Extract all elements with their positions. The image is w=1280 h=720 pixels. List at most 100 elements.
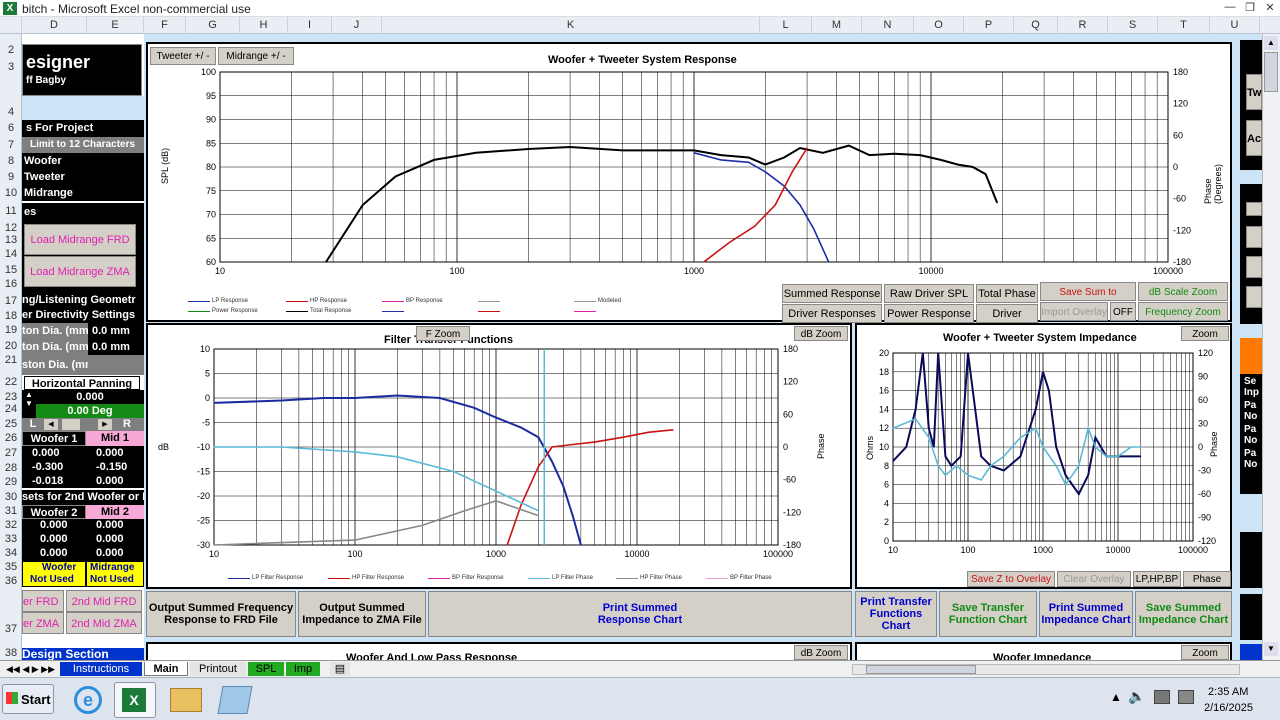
output-zma-button[interactable]: Output Summed Impedance to ZMA File <box>298 591 426 637</box>
mid1-offset-z[interactable]: 0.000 <box>96 475 124 487</box>
right-small-button-1[interactable] <box>1246 202 1262 216</box>
woofer2-offset-x[interactable]: 0.000 <box>40 519 68 531</box>
row-header[interactable]: 21 <box>4 354 18 366</box>
pan-scrollbar-thumb[interactable] <box>62 419 80 430</box>
row-header[interactable]: 24 <box>4 403 18 415</box>
right-small-button-4[interactable] <box>1246 286 1262 308</box>
column-header[interactable]: T <box>1158 17 1210 34</box>
mid1-offset-x[interactable]: 0.000 <box>96 447 124 459</box>
save-z-overlay-button[interactable]: Save Z to Overlay <box>967 571 1055 587</box>
row-header[interactable]: 30 <box>4 491 18 503</box>
db-scale-zoom-button[interactable]: dB Scale Zoom <box>1138 282 1228 301</box>
load-midrange-frd-button[interactable]: Load Midrange FRD <box>24 224 136 255</box>
clear-overlay-button[interactable]: Clear Overlay <box>1057 571 1131 587</box>
row-header[interactable]: 18 <box>4 310 18 322</box>
load-midrange-zma-button[interactable]: Load Midrange ZMA <box>24 256 136 287</box>
row-header[interactable]: 7 <box>7 139 15 151</box>
tab-first-icon[interactable]: ◀◀ ◀ ▶ ▶▶ <box>6 664 56 674</box>
driver-responses-button[interactable]: Driver Responses <box>782 304 882 323</box>
lp-hp-bp-button[interactable]: LP,HP,BP <box>1133 571 1181 587</box>
column-header[interactable]: I <box>288 17 332 34</box>
right-tw-button[interactable]: Tw <box>1246 74 1262 110</box>
save-transfer-button[interactable]: Save Transfer Function Chart <box>939 591 1037 637</box>
tab-main[interactable]: Main <box>144 662 188 676</box>
print-response-button[interactable]: Print Summed Response Chart <box>428 591 852 637</box>
tab-instructions[interactable]: Instructions <box>60 662 142 676</box>
row-header[interactable]: 16 <box>4 278 18 290</box>
row-header[interactable]: 33 <box>4 533 18 545</box>
second-mid-zma-button[interactable]: 2nd Mid ZMA <box>66 612 142 634</box>
overlay-off-button[interactable]: OFF <box>1110 302 1136 321</box>
column-header[interactable]: P <box>964 17 1014 34</box>
print-transfer-button[interactable]: Print Transfer Functions Chart <box>855 591 937 637</box>
pan-spinner[interactable]: ▲ ▼ <box>22 390 36 418</box>
column-header[interactable]: J <box>332 17 382 34</box>
volume-icon[interactable]: 🔈 <box>1128 688 1146 704</box>
raw-driver-spl-button[interactable]: Raw Driver SPL <box>884 284 974 303</box>
row-header[interactable]: 8 <box>7 155 15 167</box>
row-header[interactable]: 3 <box>7 61 15 73</box>
clock-time[interactable]: 2:35 AM <box>1208 686 1249 698</box>
internet-explorer-icon[interactable]: e <box>74 686 102 714</box>
woofer2-offset-y[interactable]: 0.000 <box>40 533 68 545</box>
file-explorer-icon[interactable] <box>170 688 202 712</box>
second-woofer-zma-button[interactable]: er ZMA <box>22 612 64 634</box>
right-small-button-3[interactable] <box>1246 256 1262 278</box>
column-header[interactable]: G <box>186 17 240 34</box>
column-header[interactable]: D <box>22 17 87 34</box>
right-small-button-2[interactable] <box>1246 226 1262 248</box>
column-header[interactable]: N <box>862 17 914 34</box>
summed-response-button[interactable]: Summed Response <box>782 284 882 303</box>
scroll-left-icon[interactable]: ◀ <box>44 419 58 430</box>
column-header[interactable]: K <box>382 17 760 34</box>
impedance-zoom-button[interactable]: Zoom <box>1181 326 1229 341</box>
import-overlay-button[interactable]: Import Overlay <box>1040 302 1108 321</box>
tab-printout[interactable]: Printout <box>190 662 246 676</box>
column-header[interactable]: H <box>240 17 288 34</box>
woofer-impedance-zoom-button[interactable]: Zoom <box>1181 645 1229 660</box>
row-header[interactable]: 9 <box>7 171 15 183</box>
row-header[interactable]: 29 <box>4 476 18 488</box>
row-header[interactable]: 11 <box>5 205 17 217</box>
row-header[interactable]: 6 <box>7 122 15 134</box>
column-header[interactable]: E <box>87 17 144 34</box>
row-header[interactable]: 26 <box>4 432 18 444</box>
driver-phase-button[interactable]: Driver Phase <box>976 304 1038 339</box>
pan-value[interactable]: 0.000 <box>36 390 144 404</box>
save-sum-overlay-button[interactable]: Save Sum to Overlay <box>1040 282 1136 317</box>
second-mid-frd-button[interactable]: 2nd Mid FRD <box>66 590 142 612</box>
column-header[interactable]: L <box>760 17 812 34</box>
row-header[interactable]: 25 <box>4 418 18 430</box>
tray-arrow-icon[interactable]: ▲ <box>1110 690 1122 704</box>
total-phase-button[interactable]: Total Phase <box>976 284 1038 303</box>
mid2-offset-z[interactable]: 0.000 <box>96 547 124 559</box>
row-header[interactable]: 19 <box>4 324 18 336</box>
tab-spl[interactable]: SPL <box>248 662 284 676</box>
woofer1-offset-x[interactable]: 0.000 <box>32 447 60 459</box>
network-icon[interactable] <box>1154 690 1170 704</box>
column-header[interactable]: U <box>1210 17 1260 34</box>
row-header[interactable]: 14 <box>4 248 18 260</box>
midrange-tab-button[interactable]: Midrange +/ - <box>218 47 294 65</box>
minimize-icon[interactable]: — <box>1224 1 1236 13</box>
mid1-offset-y[interactable]: -0.150 <box>96 461 128 473</box>
restore-icon[interactable]: ❐ <box>1245 2 1255 14</box>
row-header[interactable]: 27 <box>4 447 18 459</box>
woofer1-offset-z[interactable]: -0.018 <box>32 475 64 487</box>
column-header[interactable]: F <box>144 17 186 34</box>
right-ac-button[interactable]: Ac <box>1246 120 1262 156</box>
column-header[interactable]: O <box>914 17 964 34</box>
print-impedance-button[interactable]: Print Summed Impedance Chart <box>1039 591 1133 637</box>
row-header[interactable]: 36 <box>4 575 18 587</box>
scroll-right-icon[interactable]: ▶ <box>98 419 112 430</box>
tweeter-tab-button[interactable]: Tweeter +/ - <box>150 47 216 65</box>
row-header[interactable]: 28 <box>4 462 18 474</box>
close-icon[interactable]: ✕ <box>1265 2 1275 14</box>
woofer2-offset-z[interactable]: 0.000 <box>40 547 68 559</box>
row-header[interactable]: 17 <box>4 295 18 307</box>
mid2-offset-x[interactable]: 0.000 <box>96 519 124 531</box>
row-header[interactable]: 35 <box>4 561 18 573</box>
column-header[interactable]: S <box>1108 17 1158 34</box>
row-header[interactable]: 34 <box>4 547 18 559</box>
column-header[interactable]: R <box>1058 17 1108 34</box>
